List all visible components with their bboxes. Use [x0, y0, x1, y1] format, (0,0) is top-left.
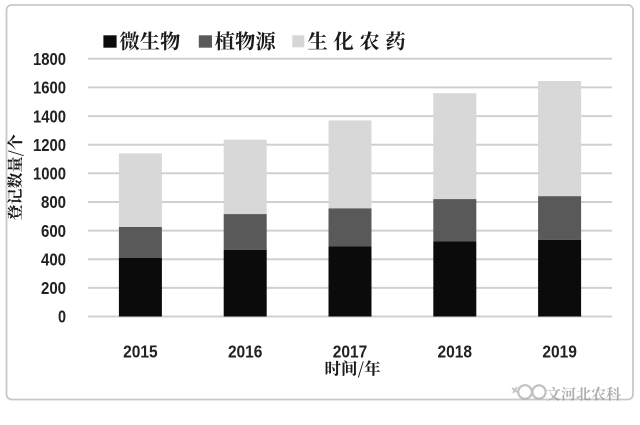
svg-text:400: 400	[41, 249, 66, 269]
svg-text:1000: 1000	[33, 164, 66, 184]
svg-text:1400: 1400	[33, 106, 66, 126]
svg-text:0: 0	[58, 307, 66, 327]
svg-text:1600: 1600	[33, 78, 66, 98]
svg-text:600: 600	[41, 221, 66, 241]
svg-text:2015: 2015	[123, 342, 158, 362]
svg-text:1800: 1800	[33, 49, 66, 69]
svg-text:800: 800	[41, 192, 66, 212]
svg-text:2016: 2016	[228, 342, 263, 362]
svg-text:2017: 2017	[333, 342, 368, 362]
svg-text:1200: 1200	[33, 135, 66, 155]
svg-text:2018: 2018	[438, 342, 473, 362]
svg-text:2019: 2019	[542, 342, 577, 362]
svg-text:200: 200	[41, 278, 66, 298]
